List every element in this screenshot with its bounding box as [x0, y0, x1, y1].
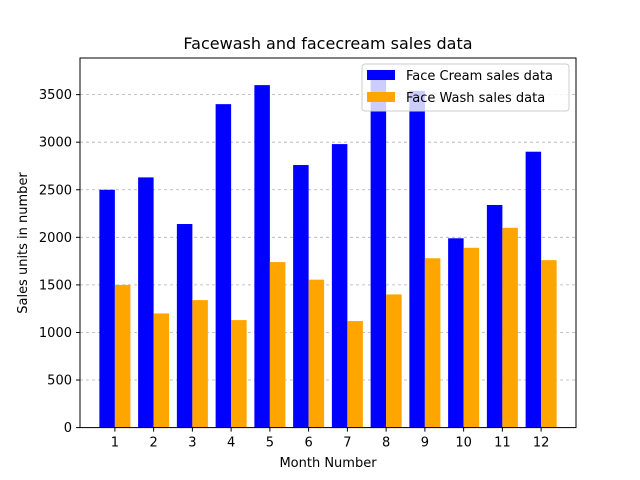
face-wash-bar [192, 300, 208, 428]
face-wash-bar [541, 260, 557, 428]
face-cream-bar [331, 144, 348, 428]
y-tick-label: 2500 [39, 183, 72, 198]
face-cream-bar [525, 151, 542, 428]
plot-frame [79, 57, 577, 429]
face-wash-bar [502, 227, 518, 428]
face-cream-bar [176, 224, 193, 428]
x-tick-label: 9 [421, 436, 429, 451]
y-tick-label: 2000 [39, 231, 72, 246]
x-tick-label: 6 [304, 436, 312, 451]
legend-label-face-wash: Face Wash sales data [406, 91, 545, 106]
y-tick-label: 3500 [39, 88, 72, 103]
face-cream-bar [99, 189, 115, 428]
y-tick-label: 1500 [39, 278, 72, 293]
x-tick-label: 10 [455, 436, 472, 451]
legend-swatch-face-cream [367, 70, 395, 80]
x-tick-label: 2 [149, 436, 157, 451]
legend-swatch-face-wash [367, 92, 395, 102]
face-cream-bar [293, 165, 309, 428]
face-cream-bar [448, 238, 464, 428]
y-tick-label: 500 [47, 374, 72, 389]
bars-layer [99, 75, 557, 428]
x-tick-label: 4 [227, 436, 235, 451]
x-tick-label: 1 [111, 436, 119, 451]
face-cream-bar [254, 85, 270, 428]
y-tick-label: 3000 [39, 136, 72, 151]
x-tick-label: 5 [266, 436, 274, 451]
face-wash-bar [463, 247, 480, 428]
legend: Face Cream sales data Face Wash sales da… [361, 63, 570, 112]
face-wash-bar [153, 313, 170, 428]
face-cream-bar [486, 204, 503, 428]
x-tick-label: 12 [533, 436, 550, 451]
y-tick-label: 0 [64, 421, 72, 436]
face-wash-bar [386, 294, 402, 428]
face-wash-bar [424, 258, 441, 428]
x-tick-label: 3 [188, 436, 196, 451]
legend-box [361, 63, 570, 112]
face-cream-bar [370, 75, 387, 428]
y-axis-label: Sales units in number [16, 172, 31, 314]
legend-label-face-cream: Face Cream sales data [406, 69, 553, 84]
x-tick-label: 7 [343, 436, 351, 451]
face-wash-bar [114, 284, 131, 428]
face-wash-bar [269, 262, 286, 428]
x-tick-label: 11 [494, 436, 511, 451]
face-cream-bar [215, 104, 232, 428]
chart-title: Facewash and facecream sales data [183, 34, 472, 53]
face-wash-bar [231, 320, 247, 428]
face-wash-bar [347, 321, 363, 428]
x-axis-label: Month Number [279, 456, 377, 471]
face-cream-bar [409, 90, 425, 428]
x-tick-label: 8 [382, 436, 390, 451]
y-tick-label: 1000 [39, 326, 72, 341]
face-cream-bar [138, 177, 154, 428]
face-wash-bar [308, 279, 325, 428]
